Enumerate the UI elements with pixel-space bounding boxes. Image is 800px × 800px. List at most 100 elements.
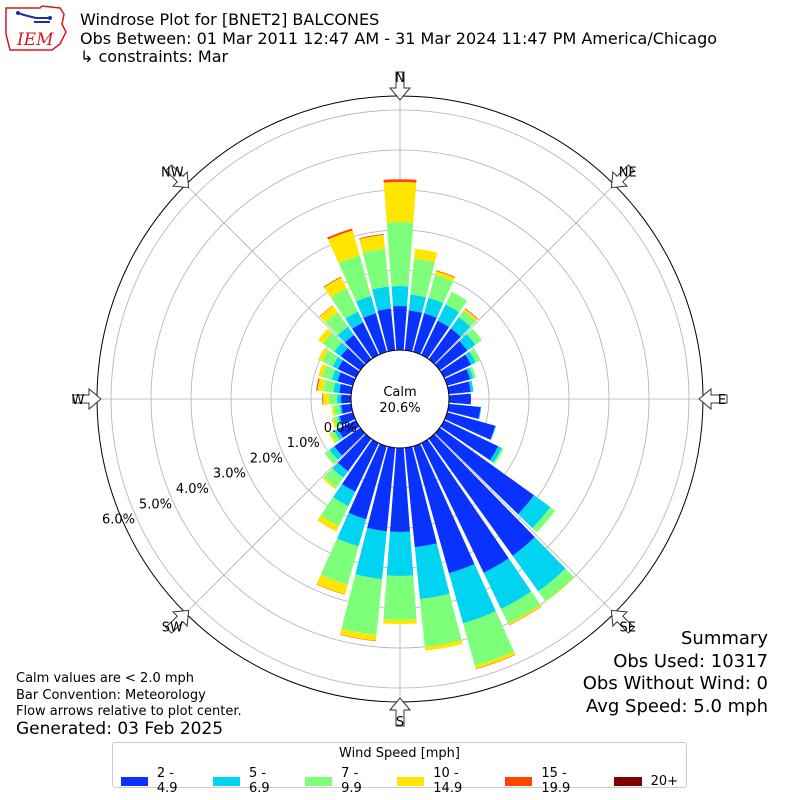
compass-label: NW bbox=[161, 165, 184, 180]
bar-segment bbox=[444, 368, 471, 386]
bar-segment bbox=[447, 403, 481, 420]
bar-segment bbox=[383, 179, 417, 183]
flow-arrow-icon bbox=[610, 164, 635, 189]
bar-segment bbox=[466, 367, 474, 380]
bar-segment bbox=[322, 393, 330, 405]
bar-segment bbox=[507, 604, 542, 626]
bar-segment bbox=[413, 313, 437, 355]
bar-segment bbox=[377, 308, 396, 352]
radial-tick-label: 5.0% bbox=[139, 497, 172, 512]
radial-gridline bbox=[185, 433, 366, 614]
bar-segment bbox=[445, 291, 468, 313]
bar-segment bbox=[339, 628, 377, 641]
bar-segment bbox=[478, 407, 482, 420]
bar-segment bbox=[324, 449, 338, 464]
bar-segment bbox=[408, 294, 426, 313]
bar-segment bbox=[332, 484, 356, 507]
bar-segment bbox=[339, 404, 343, 415]
bar-segment bbox=[323, 379, 336, 393]
bar-segment bbox=[337, 360, 360, 378]
bar-segment bbox=[318, 364, 327, 378]
legend-item: 20+ bbox=[613, 766, 678, 796]
bar-segment bbox=[435, 341, 468, 371]
bar-segment bbox=[463, 308, 478, 321]
bar-segment bbox=[493, 448, 504, 464]
legend-swatch bbox=[121, 776, 148, 786]
bar-segment bbox=[318, 347, 329, 362]
bar-segment bbox=[341, 394, 352, 404]
compass-label: E bbox=[718, 393, 726, 408]
convention-note: Bar Convention: Meteorology bbox=[16, 687, 206, 703]
bar-segment bbox=[393, 306, 407, 351]
bar-segment bbox=[435, 270, 456, 278]
bar-segment bbox=[338, 255, 372, 302]
bar-segment bbox=[362, 248, 389, 290]
bar-segment bbox=[413, 443, 475, 574]
legend-label: 20+ bbox=[650, 773, 678, 789]
bar-segment bbox=[532, 506, 556, 533]
bar-segment bbox=[323, 468, 344, 488]
bar-segment bbox=[428, 274, 454, 304]
bar-segment bbox=[327, 228, 353, 240]
legend-swatch bbox=[505, 776, 533, 786]
constraints: ↳ constraints: Mar bbox=[80, 47, 229, 66]
bar-segment bbox=[383, 575, 417, 620]
bar-segment bbox=[319, 305, 338, 323]
bar-segment bbox=[474, 651, 516, 669]
calm-circle bbox=[350, 349, 450, 449]
bar-segment bbox=[334, 427, 365, 456]
bar-segment bbox=[483, 558, 532, 609]
bar-segment bbox=[469, 366, 477, 379]
bar-segment bbox=[320, 538, 359, 585]
bar-segment bbox=[465, 351, 476, 365]
bar-segment bbox=[323, 277, 347, 298]
bar-segment bbox=[501, 591, 541, 624]
bar-segment bbox=[321, 349, 339, 367]
summary-panel: Summary Obs Used: 10317 Obs Without Wind… bbox=[583, 628, 768, 718]
bar-segment bbox=[337, 326, 354, 343]
bar-segment bbox=[331, 405, 336, 417]
legend-swatch bbox=[397, 776, 425, 786]
legend-item: 2 - 4.9 bbox=[121, 766, 197, 796]
bar-segment bbox=[435, 427, 534, 515]
bar-segment bbox=[317, 515, 339, 532]
summary-obs-used: Obs Used: 10317 bbox=[613, 650, 768, 672]
ring-gridline bbox=[150, 149, 650, 649]
calm-label: Calm bbox=[383, 385, 416, 400]
notes-panel: Calm values are < 2.0 mph Bar Convention… bbox=[16, 671, 242, 721]
bar-segment bbox=[490, 425, 497, 441]
bar-segment bbox=[340, 348, 365, 371]
legend-label: 10 - 14.9 bbox=[433, 766, 463, 796]
compass-label: NE bbox=[619, 165, 637, 180]
bar-segment bbox=[450, 316, 471, 337]
radial-tick-label: 0.0% bbox=[324, 421, 357, 436]
bar-segment bbox=[332, 462, 349, 478]
bar-segment bbox=[341, 574, 383, 635]
bar-segment bbox=[372, 286, 391, 311]
bar-segment bbox=[440, 354, 472, 378]
bar-segment bbox=[538, 568, 574, 602]
legend-label: 15 - 19.9 bbox=[541, 766, 571, 796]
bar-segment bbox=[337, 372, 356, 386]
obs-between: Obs Between: 01 Mar 2011 12:47 AM - 31 M… bbox=[80, 29, 718, 48]
bar-segment bbox=[428, 434, 535, 556]
bar-segment bbox=[424, 297, 444, 318]
bar-segment bbox=[508, 606, 542, 626]
bar-segment bbox=[421, 320, 450, 359]
bar-segment bbox=[348, 443, 387, 520]
radial-tick-label: 4.0% bbox=[176, 482, 209, 497]
bar-segment bbox=[383, 619, 417, 624]
bar-segment bbox=[317, 378, 326, 392]
bar-segment bbox=[333, 416, 341, 428]
radial-gridline bbox=[434, 433, 615, 614]
bar-segment bbox=[448, 563, 496, 624]
bar-segment bbox=[512, 537, 566, 592]
bar-segment bbox=[419, 593, 462, 647]
bar-segment bbox=[424, 640, 463, 651]
bar-segment bbox=[352, 322, 379, 359]
bar-segment bbox=[329, 446, 343, 460]
bar-segment bbox=[463, 611, 514, 666]
bar-segment bbox=[316, 378, 320, 391]
legend-label: 2 - 4.9 bbox=[156, 766, 178, 796]
